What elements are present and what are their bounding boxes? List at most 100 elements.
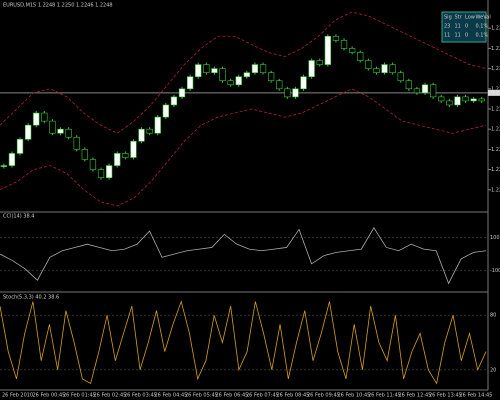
candle	[195, 64, 202, 77]
candle	[300, 76, 307, 90]
candle	[130, 141, 137, 158]
candle	[267, 72, 275, 82]
table-header: Str	[455, 15, 463, 21]
panel-label: CCI(14) 38.4	[3, 214, 34, 220]
candle	[421, 84, 429, 94]
time-label: 26 Feb 09:45	[307, 393, 340, 399]
candle	[438, 96, 445, 102]
candle	[373, 68, 380, 73]
candle	[8, 153, 16, 166]
candle	[332, 35, 340, 41]
table-cell: 0.1%	[476, 33, 489, 39]
table-cell: 0	[465, 24, 468, 30]
candle	[170, 96, 178, 106]
candle	[106, 165, 113, 178]
candle	[65, 128, 72, 138]
stoch-line	[0, 300, 487, 385]
candle	[381, 64, 388, 73]
candle	[308, 60, 315, 77]
time-label: 26 Feb 03:45	[124, 393, 157, 399]
candle	[49, 120, 56, 134]
candle	[203, 64, 210, 73]
candle	[251, 64, 259, 73]
candle	[454, 96, 461, 106]
price-label: 1.226	[491, 66, 500, 72]
cci-line	[0, 227, 487, 285]
price-label: 1.228	[491, 26, 500, 32]
price-label: 1.227	[491, 46, 500, 52]
candle	[122, 153, 129, 158]
signal-table	[441, 11, 487, 43]
candle	[389, 64, 396, 73]
time-label: 26 Feb 04:45	[155, 393, 188, 399]
candle	[276, 80, 283, 90]
candle	[211, 68, 218, 73]
candle	[259, 64, 267, 73]
candle	[357, 52, 364, 61]
candle	[340, 40, 348, 49]
candle	[16, 139, 24, 154]
table-cell: 11	[455, 33, 461, 39]
price-label: 1.225	[491, 86, 500, 92]
candle	[146, 128, 153, 134]
candle	[413, 88, 421, 94]
current-price-label: 1.2248	[489, 90, 500, 96]
candle	[24, 124, 32, 140]
table-cell: 23	[444, 24, 450, 30]
candle	[316, 60, 323, 65]
candle	[219, 68, 226, 82]
time-label: 26 Feb 06:45	[216, 393, 249, 399]
candle	[138, 128, 145, 142]
candle	[41, 112, 48, 122]
price-label: 1.224	[491, 107, 500, 113]
panel-label: Stoch(5,3,3) 40.2 38.6	[3, 295, 59, 301]
candle	[235, 76, 242, 86]
table-cell: 0	[465, 33, 468, 39]
price-label: 1.22	[491, 187, 500, 193]
time-label: 26 Feb 05:45	[185, 393, 218, 399]
candle	[397, 72, 404, 82]
window-title: EURUSD,M15 1.2248 1.2250 1.2246 1.2248	[3, 3, 113, 9]
level-label: -100	[490, 268, 500, 274]
candle	[292, 88, 299, 98]
level-label: 20	[490, 367, 496, 373]
price-label: 1.223	[491, 127, 500, 133]
candle	[348, 48, 356, 53]
candle	[89, 159, 97, 170]
time-label: 26 Feb 00:45	[33, 393, 66, 399]
candle	[405, 80, 412, 90]
candle	[154, 116, 161, 134]
table-header: Low	[465, 15, 475, 21]
time-label: 26 Feb 10:45	[338, 393, 371, 399]
candle	[81, 149, 88, 160]
time-label: 26 Feb 13:45	[429, 393, 462, 399]
candle	[73, 136, 80, 150]
candle	[324, 35, 331, 65]
level-label: 80	[490, 313, 496, 319]
bollinger-band	[0, 88, 487, 207]
price-label: 1.222	[491, 147, 500, 153]
table-cell: 0.1%	[476, 24, 489, 30]
time-label: 26 Feb 14:45	[460, 393, 493, 399]
time-label: 26 Feb 07:45	[246, 393, 279, 399]
table-cell: 11	[455, 24, 461, 30]
time-label: 26 Feb 01:45	[63, 393, 96, 399]
time-label: 26 Feb 08:45	[277, 393, 310, 399]
candle	[162, 104, 169, 118]
candle	[470, 98, 477, 102]
candle	[187, 76, 194, 90]
table-header: WeVal	[476, 15, 491, 21]
candle	[243, 72, 250, 77]
table-cell: 11	[444, 33, 450, 39]
candle	[0, 165, 7, 167]
candle	[462, 96, 469, 102]
candle	[33, 112, 40, 126]
time-label: 26 Feb 2010	[2, 393, 33, 399]
time-label: 26 Feb 02:45	[94, 393, 127, 399]
candle	[365, 60, 372, 69]
table-header: Sig	[444, 15, 452, 21]
candle	[57, 128, 64, 134]
